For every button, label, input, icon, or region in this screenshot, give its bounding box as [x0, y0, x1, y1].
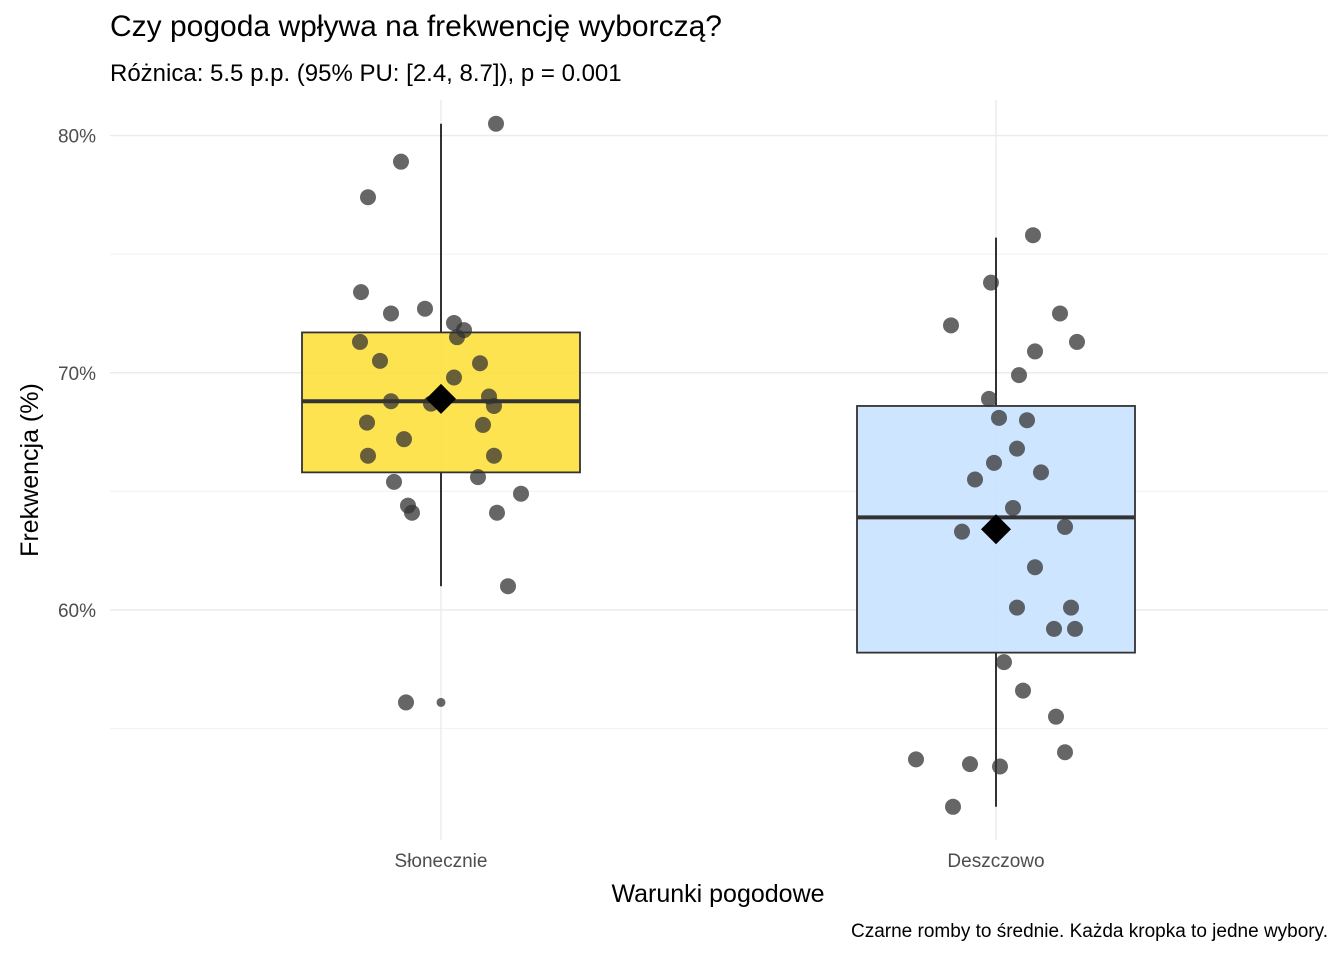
data-point	[1067, 620, 1083, 637]
mean-diamond	[426, 383, 456, 414]
chart-title: Czy pogoda wpływa na frekwencję wyborczą…	[110, 10, 722, 43]
data-point	[352, 333, 368, 350]
x-tick-label: Słonecznie	[395, 851, 488, 872]
data-point	[1057, 518, 1073, 535]
data-point	[967, 471, 983, 488]
data-point	[393, 153, 409, 170]
data-point	[991, 409, 1007, 426]
data-point	[353, 284, 369, 301]
data-point	[1025, 227, 1041, 244]
data-point	[383, 305, 399, 322]
data-point	[943, 317, 959, 334]
mean-markers	[426, 383, 1011, 545]
y-tick-label: 70%	[58, 364, 96, 385]
data-point	[360, 447, 376, 464]
data-point	[1009, 440, 1025, 457]
data-point	[992, 758, 1008, 775]
data-point	[489, 504, 505, 521]
data-point	[470, 469, 486, 486]
data-point	[954, 523, 970, 540]
y-tick-label: 60%	[58, 601, 96, 622]
data-point	[1019, 412, 1035, 429]
data-point	[1005, 499, 1021, 516]
data-point	[475, 416, 491, 433]
y-tick-label: 80%	[58, 127, 96, 148]
mean-diamond	[981, 514, 1011, 545]
data-point	[1069, 333, 1085, 350]
data-point	[983, 274, 999, 291]
data-point	[513, 485, 529, 502]
data-point	[486, 397, 502, 414]
data-point	[449, 329, 465, 346]
x-tick-label: Deszczowo	[947, 851, 1044, 872]
data-point	[417, 300, 433, 317]
data-point	[1027, 559, 1043, 576]
data-point	[1027, 343, 1043, 360]
x-axis-title: Warunki pogodowe	[611, 880, 824, 908]
data-point	[1063, 599, 1079, 616]
data-point	[446, 369, 462, 386]
data-point	[398, 694, 414, 711]
data-point	[1057, 744, 1073, 761]
data-point	[359, 414, 375, 431]
data-point	[1052, 305, 1068, 322]
grid-lines: 60% 70% 80% Słonecznie Deszczowo	[58, 100, 1328, 872]
data-point	[360, 189, 376, 206]
data-point	[981, 390, 997, 407]
data-point	[372, 352, 388, 369]
data-point	[986, 454, 1002, 471]
data-point	[1015, 682, 1031, 699]
data-point	[488, 115, 504, 132]
data-point	[500, 578, 516, 595]
data-point	[1009, 599, 1025, 616]
data-point	[945, 798, 961, 815]
data-point	[404, 504, 420, 521]
data-point	[1011, 367, 1027, 384]
data-point	[386, 473, 402, 490]
data-point	[1033, 464, 1049, 481]
data-point	[962, 756, 978, 773]
data-point	[1046, 620, 1062, 637]
jitter-points	[352, 115, 1085, 815]
data-point	[486, 447, 502, 464]
data-point	[396, 431, 412, 448]
box-plot-boxes	[301, 123, 1136, 807]
chart-subtitle: Różnica: 5.5 p.p. (95% PU: [2.4, 8.7]), …	[110, 60, 622, 87]
y-axis-title: Frekwencja (%)	[16, 383, 44, 557]
outlier-point	[436, 697, 446, 707]
chart-caption: Czarne romby to średnie. Każda kropka to…	[851, 921, 1328, 942]
data-point	[383, 393, 399, 410]
data-point	[908, 751, 924, 768]
data-point	[996, 654, 1012, 671]
data-point	[1048, 708, 1064, 725]
axes: Warunki pogodowe Frekwencja (%)	[16, 383, 825, 908]
data-point	[472, 355, 488, 372]
